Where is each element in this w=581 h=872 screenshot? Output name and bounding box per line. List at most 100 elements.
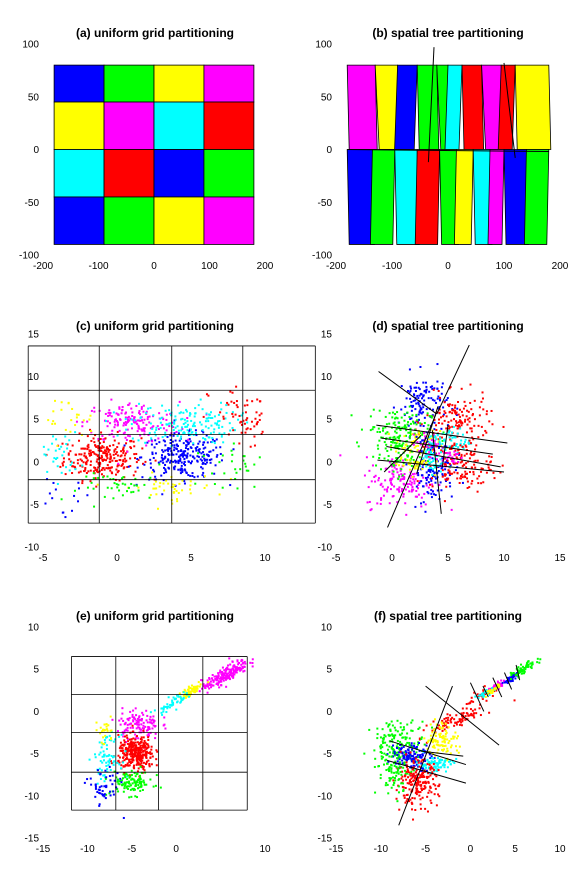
point xyxy=(105,454,108,457)
point xyxy=(226,666,229,669)
point xyxy=(436,380,439,383)
point xyxy=(511,680,514,683)
point xyxy=(459,461,462,464)
point xyxy=(173,468,176,471)
point xyxy=(81,421,84,424)
point xyxy=(388,779,391,782)
point xyxy=(197,442,200,445)
point xyxy=(453,450,456,453)
point xyxy=(473,424,476,427)
point xyxy=(138,774,141,777)
point xyxy=(429,446,432,449)
point xyxy=(438,783,441,786)
point xyxy=(109,422,112,425)
point xyxy=(401,759,404,762)
point xyxy=(426,412,429,415)
point xyxy=(97,449,100,452)
point xyxy=(499,684,502,687)
point xyxy=(397,451,400,454)
point xyxy=(401,752,404,755)
point xyxy=(96,483,99,486)
split-line xyxy=(376,424,508,444)
point xyxy=(398,490,401,493)
point xyxy=(126,723,129,726)
point xyxy=(162,708,165,711)
point xyxy=(149,751,152,754)
point xyxy=(417,461,420,464)
point xyxy=(74,424,77,427)
point xyxy=(381,485,384,488)
point xyxy=(221,425,224,428)
point xyxy=(391,416,394,419)
point xyxy=(102,476,105,479)
point xyxy=(431,473,434,476)
point xyxy=(103,738,106,741)
point xyxy=(380,468,383,471)
point xyxy=(456,462,459,465)
point xyxy=(162,439,165,442)
point xyxy=(499,471,502,474)
point xyxy=(407,769,410,772)
point xyxy=(105,784,108,787)
point xyxy=(87,443,90,446)
point xyxy=(231,411,234,414)
point xyxy=(421,468,424,471)
point xyxy=(199,398,202,401)
point xyxy=(199,683,202,686)
point xyxy=(433,739,436,742)
point xyxy=(462,463,465,466)
point xyxy=(239,468,242,471)
point xyxy=(414,399,417,402)
point xyxy=(142,746,145,749)
point xyxy=(388,755,391,758)
point xyxy=(129,753,132,756)
point xyxy=(99,457,102,460)
point xyxy=(427,772,430,775)
point xyxy=(402,779,405,782)
point xyxy=(477,482,480,485)
point xyxy=(52,410,55,413)
point xyxy=(422,501,425,504)
point xyxy=(171,440,174,443)
point xyxy=(223,669,226,672)
point xyxy=(470,712,473,715)
point xyxy=(519,667,522,670)
point xyxy=(497,687,500,690)
point xyxy=(142,736,145,739)
point xyxy=(438,452,441,455)
point xyxy=(222,679,225,682)
point xyxy=(126,420,129,423)
point xyxy=(409,781,412,784)
point xyxy=(130,743,133,746)
point xyxy=(380,482,383,485)
point xyxy=(413,797,416,800)
point xyxy=(141,711,144,714)
point xyxy=(171,502,174,505)
point xyxy=(431,485,434,488)
point xyxy=(101,458,104,461)
point xyxy=(444,479,447,482)
point xyxy=(437,438,440,441)
point xyxy=(453,735,456,738)
point xyxy=(83,470,86,473)
point xyxy=(134,744,137,747)
point xyxy=(198,440,201,443)
point xyxy=(448,387,451,390)
point xyxy=(432,783,435,786)
point xyxy=(446,759,449,762)
point xyxy=(180,700,183,703)
point xyxy=(246,399,249,402)
point xyxy=(240,414,243,417)
point xyxy=(165,711,168,714)
point xyxy=(422,395,425,398)
point xyxy=(411,757,414,760)
x-tick-label: 0 xyxy=(389,553,395,564)
point xyxy=(161,707,164,710)
point xyxy=(130,758,133,761)
point xyxy=(357,445,360,448)
point xyxy=(147,736,150,739)
point xyxy=(215,675,218,678)
point xyxy=(485,688,488,691)
point xyxy=(229,429,232,432)
point xyxy=(141,759,144,762)
